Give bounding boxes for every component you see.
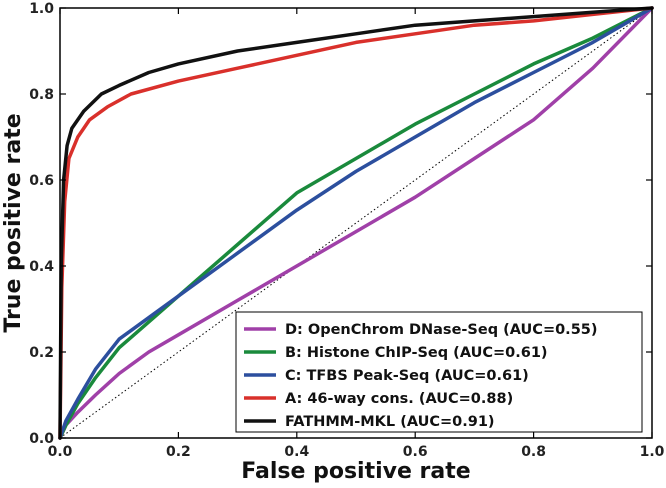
- legend: D: OpenChrom DNase-Seq (AUC=0.55) B: His…: [235, 311, 643, 433]
- y-axis-title: True positive rate: [1, 113, 26, 332]
- y-tick-label: 0.6: [29, 173, 54, 189]
- x-tick-label: 0.2: [166, 444, 191, 460]
- series-line-1: [58, 6, 654, 440]
- y-tick-label: 1.0: [29, 1, 54, 17]
- x-axis-title: False positive rate: [241, 459, 470, 484]
- legend-label-d: D: OpenChrom DNase-Seq (AUC=0.55): [285, 322, 598, 338]
- legend-label-c: C: TFBS Peak-Seq (AUC=0.61): [285, 368, 529, 384]
- series-line-0: [58, 6, 654, 440]
- x-tick-label: 1.0: [640, 444, 665, 460]
- legend-label-a: A: 46-way cons. (AUC=0.88): [285, 391, 513, 407]
- series-line-4: [58, 6, 654, 440]
- series-line-3: [58, 6, 654, 440]
- y-tick-label: 0.2: [29, 345, 54, 361]
- x-tick-label: 0.4: [284, 444, 309, 460]
- y-tick-label: 0.4: [29, 259, 54, 275]
- series-line-2: [58, 6, 654, 440]
- legend-label-fathmm: FATHMM-MKL (AUC=0.91): [285, 414, 495, 430]
- plot-frame: [59, 7, 653, 439]
- legend-box: [235, 311, 643, 433]
- x-tick-label: 0.0: [48, 444, 73, 460]
- y-tick-label: 0.8: [29, 87, 54, 103]
- y-tick-label: 0.0: [29, 431, 54, 447]
- legend-label-b: B: Histone ChIP-Seq (AUC=0.61): [285, 345, 548, 361]
- x-tick-label: 0.6: [403, 444, 428, 460]
- x-tick-label: 0.8: [521, 444, 546, 460]
